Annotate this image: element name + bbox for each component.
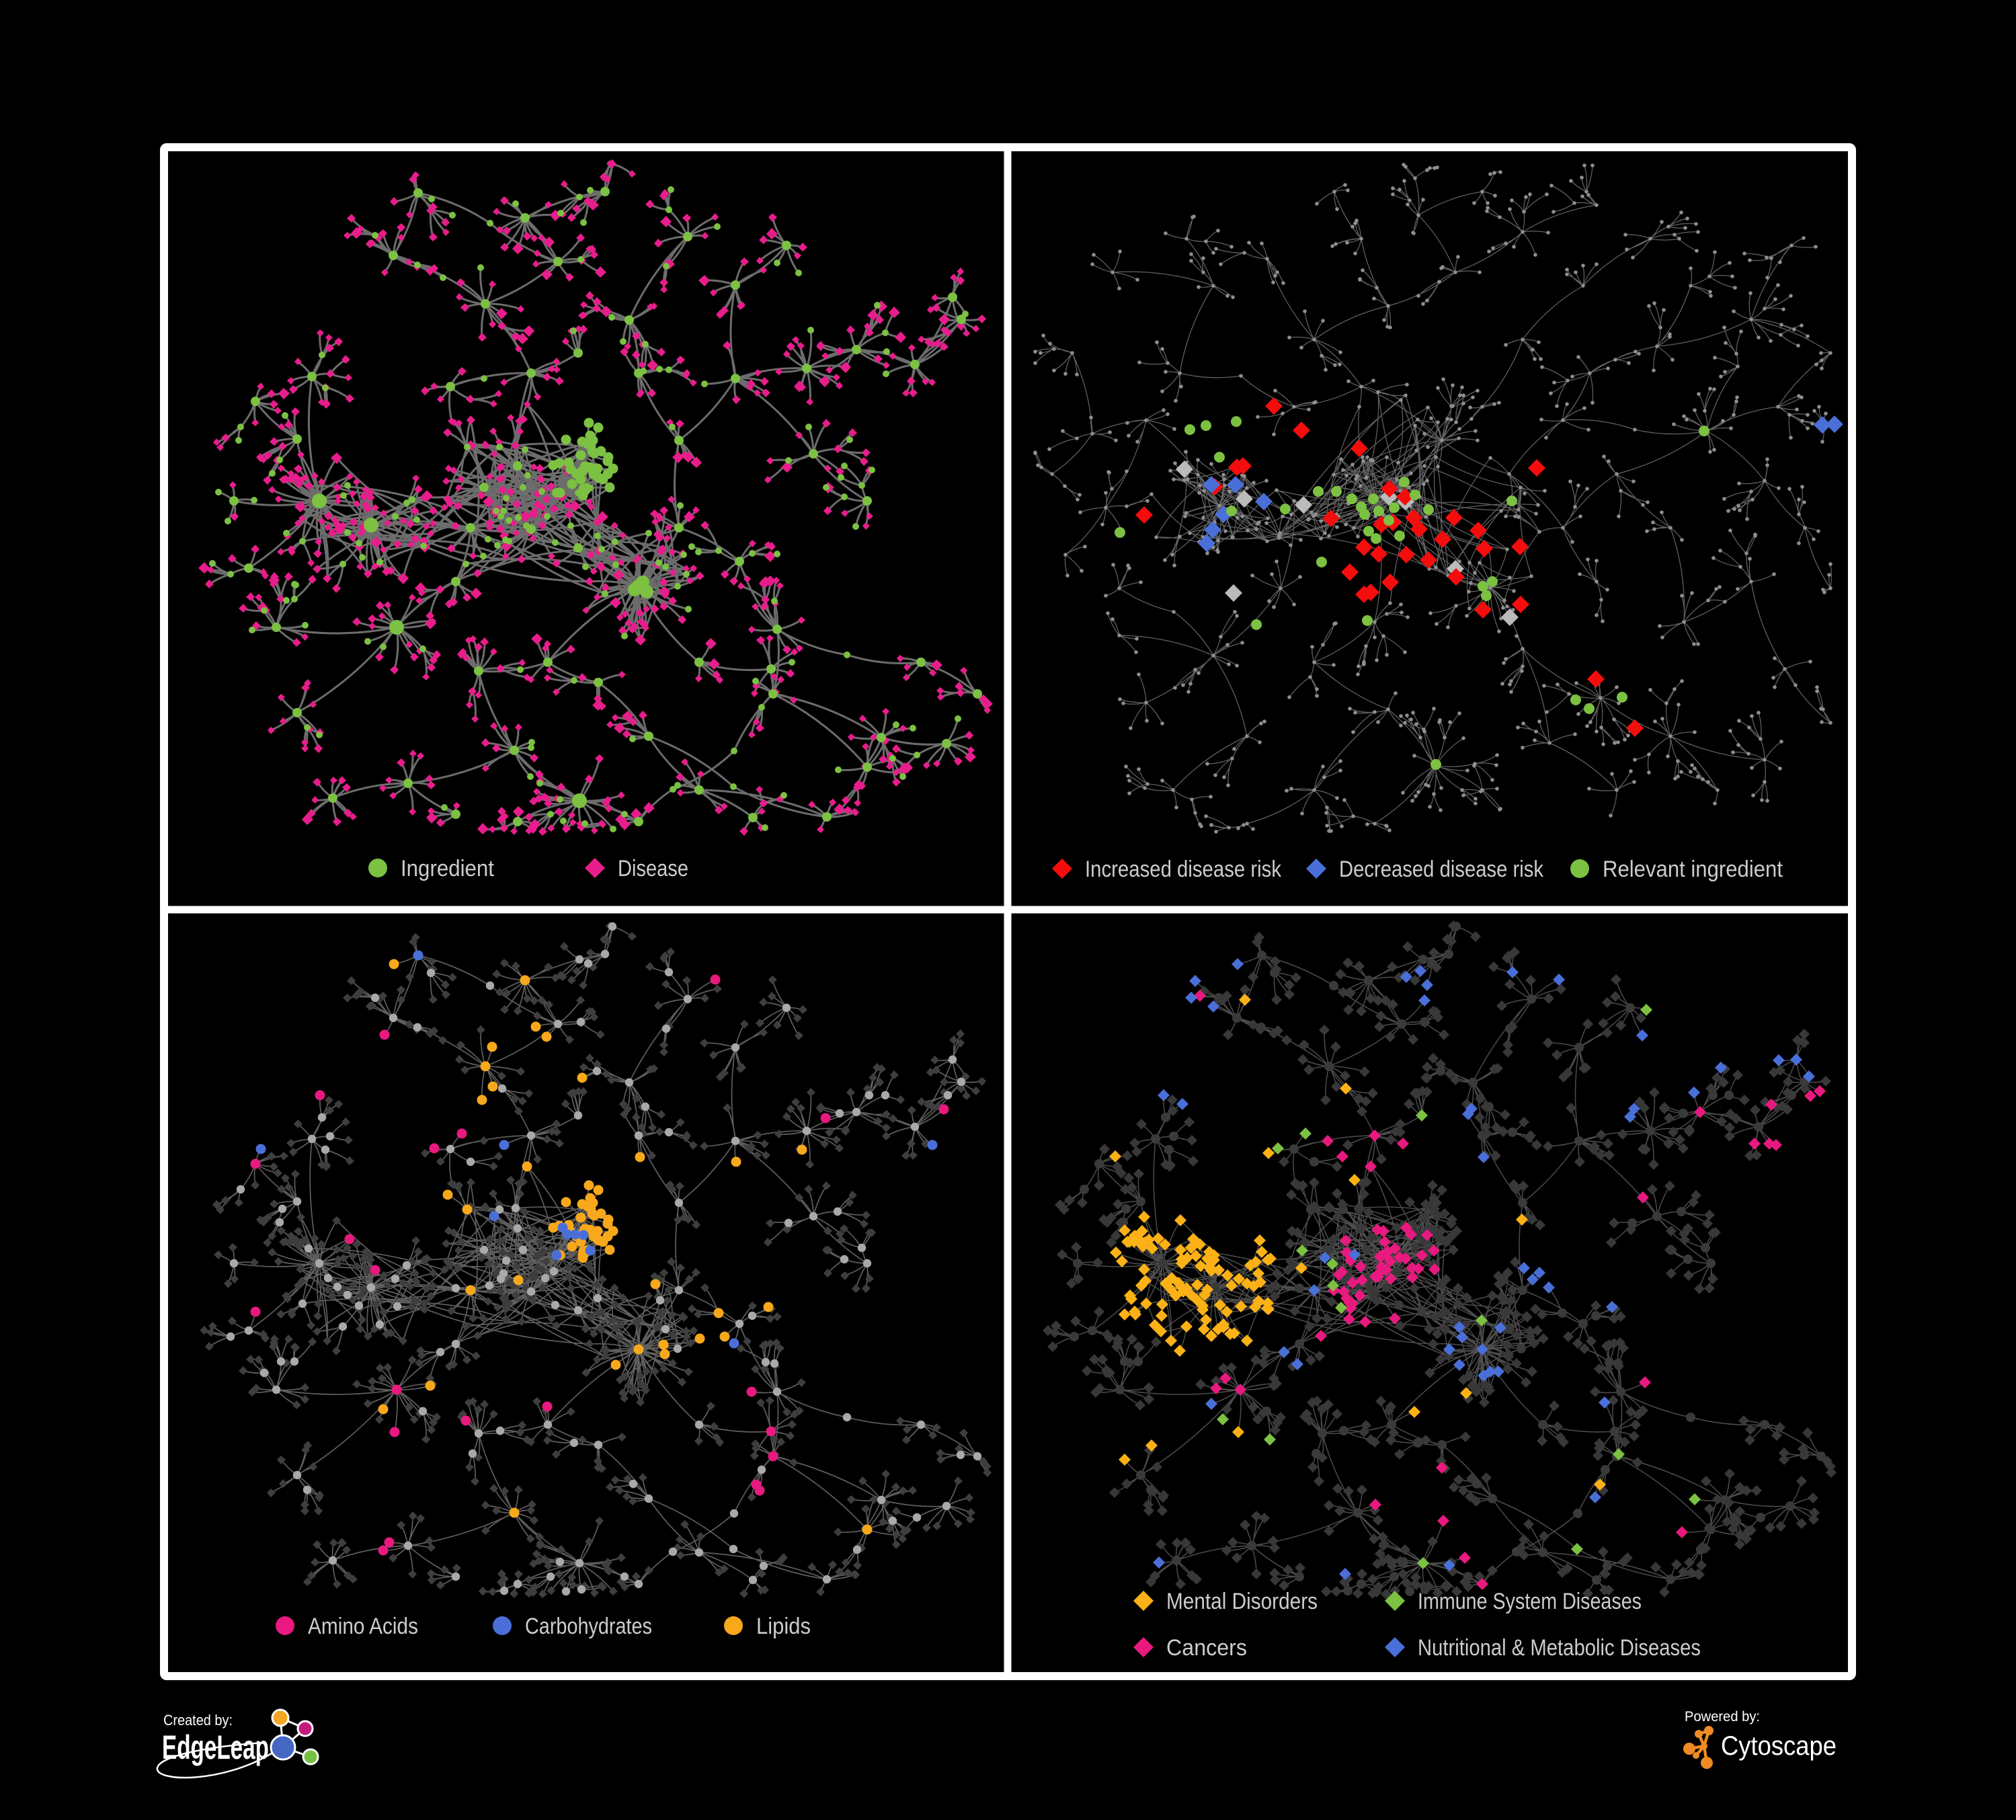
svg-text:Amino Acids: Amino Acids — [308, 1614, 418, 1639]
svg-text:Disease: Disease — [618, 856, 688, 881]
svg-text:Relevant ingredient: Relevant ingredient — [1603, 857, 1783, 882]
svg-text:Decreased disease risk: Decreased disease risk — [1339, 857, 1544, 882]
svg-text:Increased disease risk: Increased disease risk — [1085, 857, 1282, 882]
svg-text:Mental Disorders: Mental Disorders — [1166, 1589, 1318, 1614]
svg-text:Immune System Diseases: Immune System Diseases — [1418, 1589, 1642, 1614]
svg-text:Powered by:: Powered by: — [1685, 1709, 1760, 1725]
svg-text:Lipids: Lipids — [756, 1614, 811, 1639]
svg-text:Carbohydrates: Carbohydrates — [525, 1614, 652, 1639]
svg-text:Created by:: Created by: — [163, 1712, 233, 1729]
svg-text:Ingredient: Ingredient — [401, 856, 494, 881]
svg-text:Cancers: Cancers — [1166, 1635, 1247, 1661]
svg-text:Cytoscape: Cytoscape — [1721, 1731, 1837, 1761]
svg-text:Nutritional & Metabolic Diseas: Nutritional & Metabolic Diseases — [1418, 1635, 1701, 1661]
